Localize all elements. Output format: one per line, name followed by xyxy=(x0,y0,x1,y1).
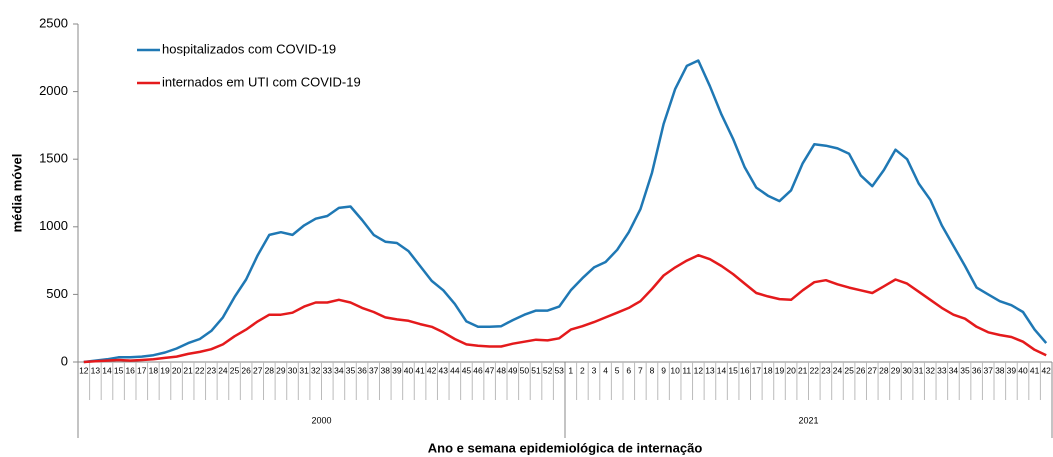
x-tick-label: 40 xyxy=(404,365,414,375)
x-tick-label: 41 xyxy=(415,365,425,375)
x-tick-label: 25 xyxy=(844,365,854,375)
x-tick-label: 4 xyxy=(603,365,608,375)
x-tick-label: 11 xyxy=(682,365,691,375)
x-tick-label: 32 xyxy=(311,365,321,375)
x-tick-label: 3 xyxy=(592,365,597,375)
x-tick-label: 22 xyxy=(195,365,205,375)
x-tick-label: 8 xyxy=(650,365,655,375)
x-tick-label: 14 xyxy=(102,365,112,375)
x-tick-label: 52 xyxy=(543,365,553,375)
x-tick-label: 39 xyxy=(1007,365,1017,375)
x-tick-label: 14 xyxy=(717,365,727,375)
x-tick-label: 31 xyxy=(299,365,309,375)
x-tick-label: 33 xyxy=(323,365,333,375)
x-tick-label: 12 xyxy=(694,365,704,375)
x-tick-label: 13 xyxy=(705,365,715,375)
x-tick-label: 5 xyxy=(615,365,620,375)
x-tick-label: 44 xyxy=(450,365,460,375)
x-tick-label: 34 xyxy=(334,365,344,375)
x-tick-label: 27 xyxy=(868,365,878,375)
x-tick-label: 45 xyxy=(462,365,472,375)
x-tick-label: 47 xyxy=(485,365,495,375)
series-line xyxy=(83,253,1047,364)
x-tick-label: 37 xyxy=(983,365,993,375)
x-tick-label: 33 xyxy=(937,365,947,375)
x-tick-label: 25 xyxy=(230,365,240,375)
x-tick-label: 20 xyxy=(786,365,796,375)
x-tick-label: 39 xyxy=(392,365,402,375)
x-tick-label: 32 xyxy=(926,365,936,375)
x-tick-label: 28 xyxy=(265,365,275,375)
x-tick-label: 26 xyxy=(241,365,251,375)
x-tick-label: 16 xyxy=(740,365,750,375)
x-tick-label: 30 xyxy=(288,365,298,375)
x-tick-label: 15 xyxy=(114,365,124,375)
x-tick-label: 28 xyxy=(879,365,889,375)
x-tick-label: 36 xyxy=(972,365,982,375)
x-tick-label: 17 xyxy=(752,365,762,375)
x-tick-label: 49 xyxy=(508,365,518,375)
x-tick-label: 19 xyxy=(775,365,785,375)
group-label: 2021 xyxy=(798,415,818,425)
x-tick-label: 19 xyxy=(160,365,170,375)
series-line xyxy=(83,59,1048,364)
legend-label: internados em UTI com COVID-19 xyxy=(162,74,361,89)
x-tick-label: 9 xyxy=(661,365,666,375)
x-tick-label: 30 xyxy=(902,365,912,375)
x-tick-label: 36 xyxy=(357,365,367,375)
x-tick-label: 2 xyxy=(580,365,585,375)
y-tick-label: 2500 xyxy=(39,15,68,30)
x-tick-label: 26 xyxy=(856,365,866,375)
x-tick-label: 12 xyxy=(79,365,89,375)
x-tick-label: 21 xyxy=(183,365,193,375)
x-tick-label: 6 xyxy=(626,365,631,375)
x-tick-label: 27 xyxy=(253,365,263,375)
x-tick-label: 24 xyxy=(833,365,843,375)
x-tick-label: 43 xyxy=(439,365,449,375)
x-tick-label: 10 xyxy=(670,365,680,375)
x-tick-label: 24 xyxy=(218,365,228,375)
x-tick-label: 42 xyxy=(1041,365,1051,375)
x-tick-label: 22 xyxy=(810,365,820,375)
x-tick-label: 18 xyxy=(763,365,773,375)
group-label: 2000 xyxy=(311,415,331,425)
x-tick-label: 23 xyxy=(821,365,831,375)
x-tick-label: 31 xyxy=(914,365,924,375)
x-tick-label: 15 xyxy=(728,365,738,375)
y-axis-label: média móvel xyxy=(9,154,24,233)
x-tick-label: 41 xyxy=(1030,365,1040,375)
x-tick-label: 29 xyxy=(276,365,286,375)
x-tick-label: 42 xyxy=(427,365,437,375)
x-tick-label: 29 xyxy=(891,365,901,375)
y-tick-label: 1500 xyxy=(39,151,68,166)
y-tick-label: 500 xyxy=(46,286,68,301)
x-tick-label: 21 xyxy=(798,365,808,375)
y-tick-label: 0 xyxy=(61,353,68,368)
x-tick-label: 23 xyxy=(207,365,217,375)
x-tick-label: 16 xyxy=(125,365,135,375)
x-tick-label: 37 xyxy=(369,365,379,375)
x-tick-label: 53 xyxy=(554,365,564,375)
x-tick-label: 17 xyxy=(137,365,147,375)
y-tick-label: 1000 xyxy=(39,218,68,233)
x-axis-label: Ano e semana epidemiológica de internaçã… xyxy=(428,440,703,455)
x-tick-label: 48 xyxy=(496,365,506,375)
x-tick-label: 20 xyxy=(172,365,182,375)
y-tick-label: 2000 xyxy=(39,83,68,98)
x-tick-label: 34 xyxy=(949,365,959,375)
x-tick-label: 50 xyxy=(520,365,530,375)
x-tick-label: 18 xyxy=(149,365,159,375)
x-tick-label: 38 xyxy=(995,365,1005,375)
x-tick-label: 40 xyxy=(1018,365,1028,375)
x-tick-label: 7 xyxy=(638,365,643,375)
x-tick-label: 51 xyxy=(531,365,541,375)
x-tick-label: 35 xyxy=(960,365,970,375)
legend-label: hospitalizados com COVID-19 xyxy=(162,41,336,56)
x-tick-label: 38 xyxy=(381,365,391,375)
x-tick-label: 13 xyxy=(91,365,101,375)
x-tick-label: 1 xyxy=(568,365,573,375)
x-tick-label: 35 xyxy=(346,365,356,375)
x-tick-label: 46 xyxy=(473,365,483,375)
